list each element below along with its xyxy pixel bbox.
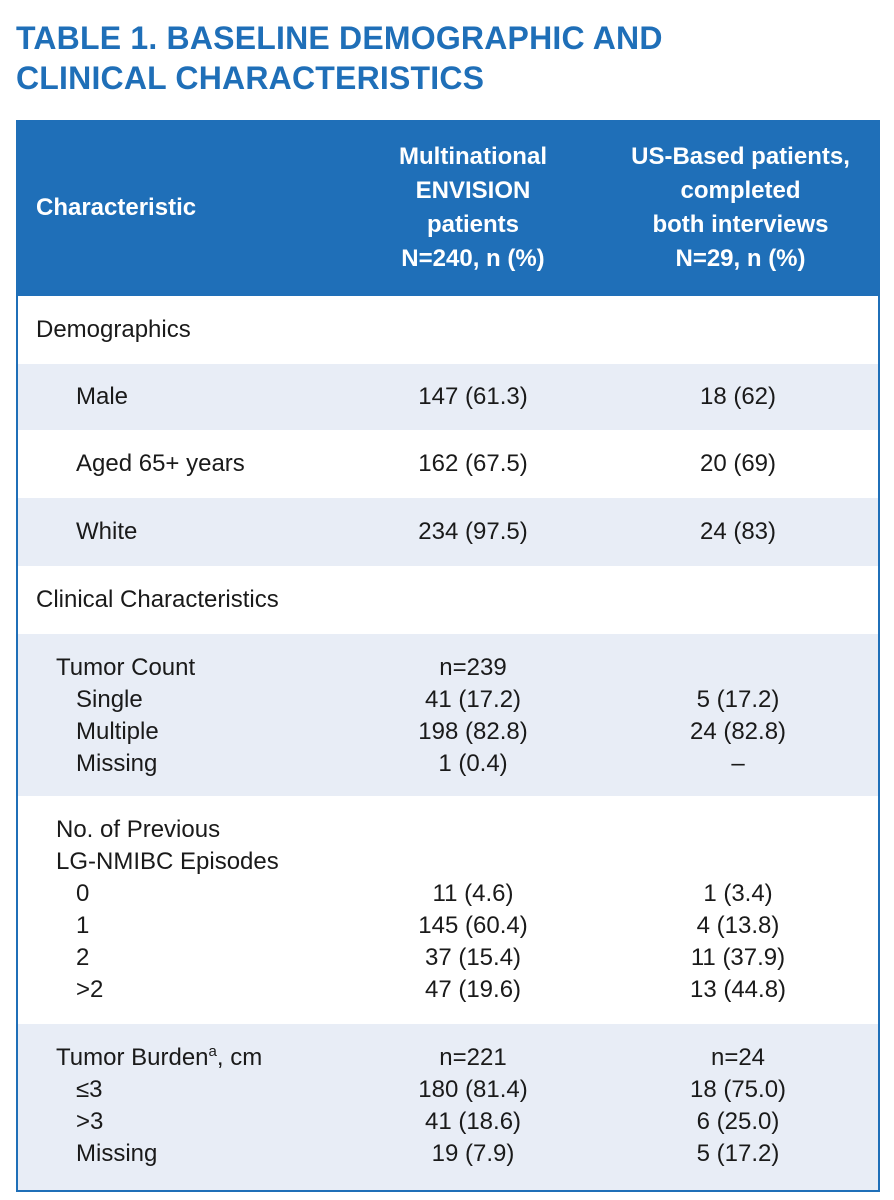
row-label-aged: Aged 65+ years (76, 450, 245, 477)
header-characteristic: Characteristic (36, 194, 197, 221)
table-row: Tumor Burdena, cm ≤3 >3 Missing n=221 18… (18, 1024, 878, 1190)
row-label-episodes: No. of Previous LG-NMIBC Episodes (56, 816, 279, 875)
footnote-marker: a (208, 1043, 217, 1060)
table-row: No. of Previous LG-NMIBC Episodes 0 1 2 … (18, 796, 878, 1024)
row-label-tumor-burden: Tumor Burdena, cm (56, 1043, 263, 1071)
value-multinational: 11 (4.6) 145 (60.4) 37 (15.4) 47 (19.6) (418, 880, 528, 1003)
table-row: Clinical Characteristics (18, 566, 878, 634)
table-row: Demographics (18, 296, 878, 364)
row-sublabels-episodes: 0 1 2 >2 (76, 880, 104, 1003)
table-title: TABLE 1. BASELINE DEMOGRAPHIC AND CLINIC… (16, 20, 663, 96)
header-us-based: US-Based patients, completed both interv… (631, 143, 850, 272)
section-clinical: Clinical Characteristics (36, 586, 279, 613)
value-us-based: 24 (83) (699, 518, 777, 545)
value-multinational: n=239 41 (17.2) 198 (82.8) 1 (0.4) (418, 654, 528, 777)
value-us-based: 20 (69) (699, 450, 777, 477)
value-multinational: 162 (67.5) (418, 450, 528, 477)
value-us-based: 5 (17.2) 24 (82.8) – (689, 686, 787, 777)
table-row: White 234 (97.5) 24 (83) (18, 498, 878, 566)
row-label-male: Male (76, 383, 129, 410)
table-row: Aged 65+ years 162 (67.5) 20 (69) (18, 430, 878, 498)
value-us-based: 18 (62) (699, 383, 777, 410)
table-row: Male 147 (61.3) 18 (62) (18, 364, 878, 430)
row-sublabels-tumor-count: Single Multiple Missing (76, 686, 159, 777)
table-row: Tumor Count Single Multiple Missing n=23… (18, 634, 878, 796)
row-sublabels-tumor-burden: ≤3 >3 Missing (76, 1076, 158, 1167)
row-label-tumor-count: Tumor Count (56, 654, 196, 681)
value-multinational: 147 (61.3) (418, 383, 528, 410)
header-multinational: Multinational ENVISION patients N=240, n… (399, 143, 547, 272)
characteristics-table: Characteristic Multinational ENVISION pa… (16, 120, 880, 1192)
row-label-white: White (76, 518, 138, 545)
section-demographics: Demographics (36, 316, 191, 343)
value-multinational: n=221 180 (81.4) 41 (18.6) 19 (7.9) (418, 1044, 528, 1167)
table-header: Characteristic Multinational ENVISION pa… (18, 120, 878, 296)
value-us-based: 1 (3.4) 4 (13.8) 11 (37.9) 13 (44.8) (689, 880, 787, 1003)
value-us-based: n=24 18 (75.0) 6 (25.0) 5 (17.2) (689, 1044, 787, 1167)
value-multinational: 234 (97.5) (418, 518, 528, 545)
